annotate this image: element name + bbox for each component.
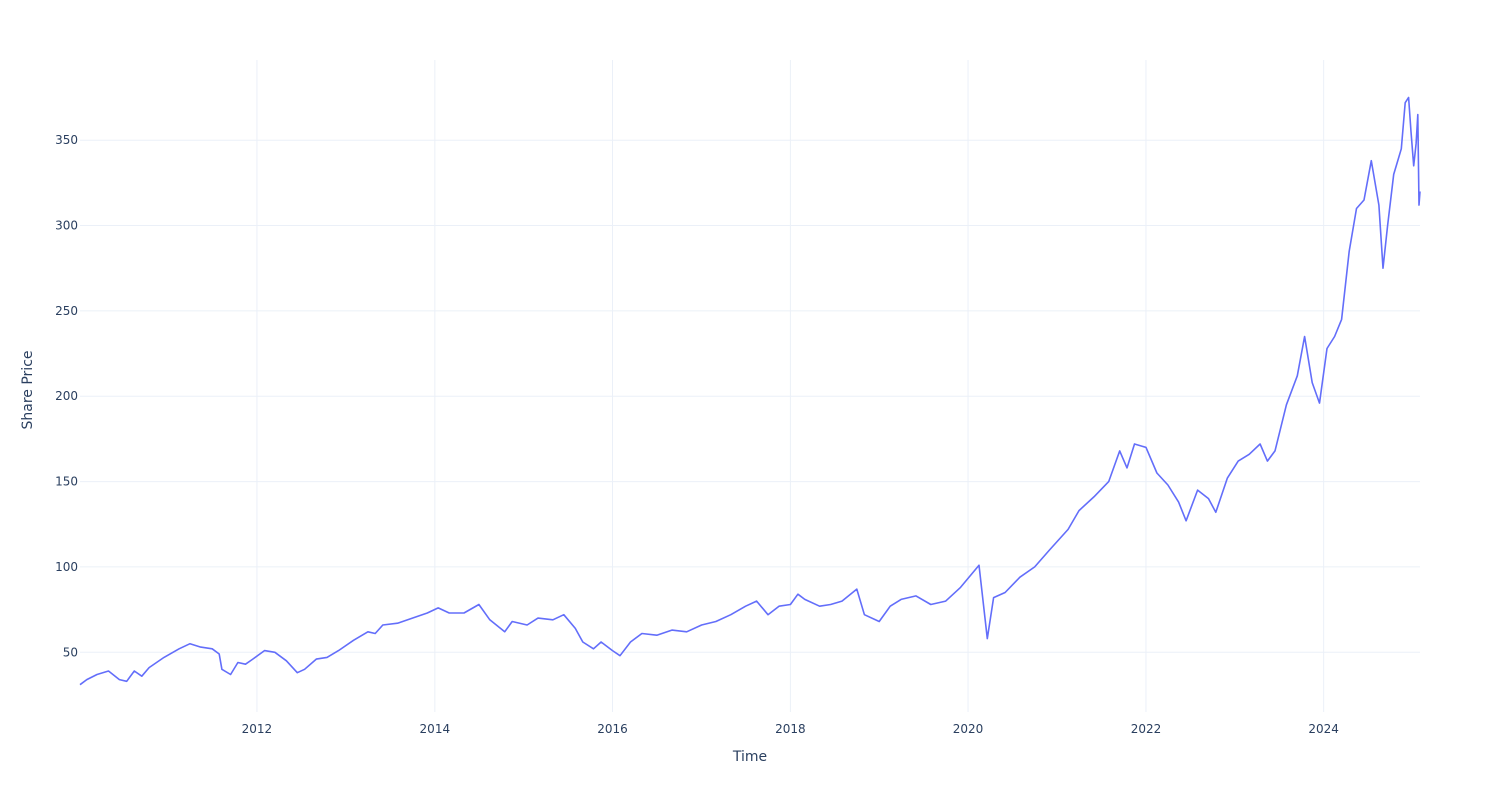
y-tick-labels: 50 100 150 200 250 300 350: [55, 133, 78, 659]
y-tick-label: 300: [55, 219, 78, 233]
x-tick-label: 2016: [597, 722, 628, 736]
y-gridlines: [80, 139, 1420, 653]
x-tick-label: 2014: [420, 722, 451, 736]
x-tick-labels: 2012 2014 2016 2018 2020 2022 2024: [242, 722, 1339, 736]
y-axis-title: Share Price: [20, 350, 36, 429]
x-tick-label: 2022: [1131, 722, 1162, 736]
x-axis-title: Time: [732, 749, 767, 765]
x-tick-label: 2018: [775, 722, 806, 736]
y-tick-label: 350: [55, 133, 78, 147]
x-gridlines: [256, 60, 1325, 712]
x-tick-label: 2024: [1308, 722, 1339, 736]
y-tick-label: 50: [63, 645, 78, 659]
series-line: [79, 96, 1421, 686]
x-tick-label: 2012: [242, 722, 273, 736]
x-tick-label: 2020: [953, 722, 984, 736]
y-tick-label: 200: [55, 389, 78, 403]
series-layer: [79, 96, 1421, 686]
y-tick-label: 150: [55, 475, 78, 489]
y-tick-label: 250: [55, 304, 78, 318]
y-tick-label: 100: [55, 560, 78, 574]
